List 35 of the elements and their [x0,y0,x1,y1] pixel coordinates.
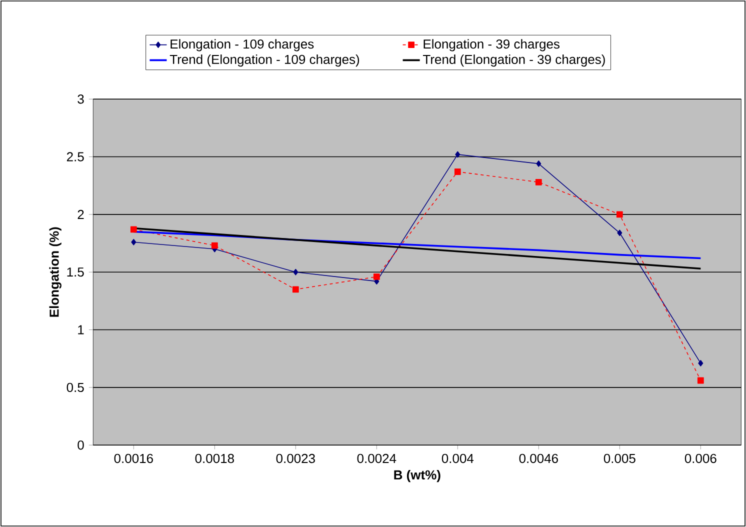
point [455,151,460,158]
point [617,230,622,236]
point [292,286,299,293]
y-axis-title: Elongation (%) [49,227,62,317]
y-tick-label: 2.5 [66,152,84,162]
x-tick-label: 0.005 [604,454,636,464]
point [211,242,218,249]
y-tick-label: 2 [78,210,84,219]
y-tick-label: 0.5 [66,382,84,392]
y-tick-label: 1.5 [67,268,84,277]
point [698,360,704,366]
x-tick-label: 0.0046 [519,454,558,464]
y-tick-label: 1 [78,325,84,334]
point [373,274,380,280]
point [293,268,298,276]
x-tick-label: 0.006 [684,454,716,464]
point [697,377,704,384]
legend-label: Elongation - 109 charges [170,39,314,52]
point [535,178,542,186]
legend-label: Elongation - 39 charges [424,39,560,52]
point [130,226,137,233]
x-tick-label: 0.0016 [114,454,153,464]
point [131,238,136,246]
x-axis-title: B (wt%) [394,470,440,482]
y-tick-label: 3 [78,94,84,104]
point [454,168,461,175]
legend-label: Trend (Elongation - 39 charges) [422,54,605,67]
x-tick-label: 0.004 [442,454,474,464]
x-tick-label: 0.0023 [276,454,315,464]
point [536,160,542,167]
point [616,211,623,218]
x-tick-label: 0.0024 [357,454,396,464]
legend-label: Trend (Elongation - 109 charges) [170,54,360,67]
x-tick-label: 0.0018 [195,454,234,464]
y-tick-label: 0 [78,440,84,450]
